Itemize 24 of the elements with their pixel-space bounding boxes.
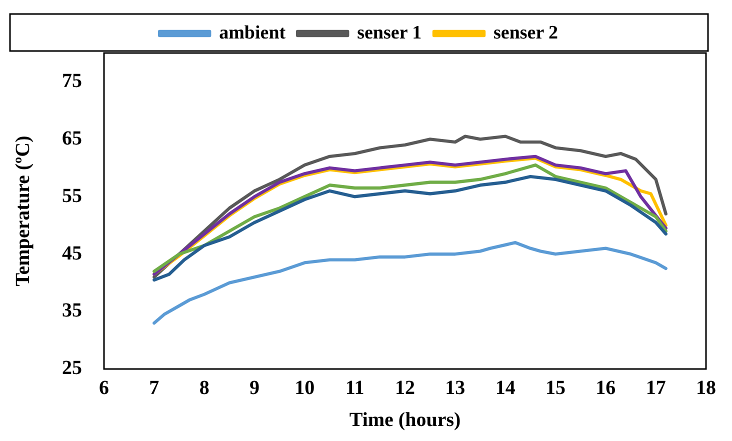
- y-tick-label: 65: [62, 127, 82, 150]
- x-tick-label: 7: [149, 377, 160, 400]
- x-tick-label: 11: [345, 377, 364, 400]
- y-tick-label: 45: [62, 242, 82, 264]
- x-tick-label: 13: [445, 377, 466, 400]
- x-axis-title: Time (hours): [349, 409, 461, 432]
- y-tick-label: 55: [62, 184, 82, 207]
- y-tick-label: 75: [62, 70, 82, 92]
- y-tick-label: 25: [62, 357, 82, 380]
- x-tick-label: 6: [99, 377, 109, 400]
- x-tick-label: 9: [250, 377, 260, 400]
- x-tick-label: 8: [199, 377, 210, 400]
- x-tick-label: 14: [495, 377, 516, 400]
- legend-label: senser 2: [494, 22, 558, 44]
- y-tick-label: 35: [62, 300, 82, 322]
- x-tick-label: 16: [596, 377, 616, 400]
- x-tick-label: 12: [395, 377, 415, 400]
- x-tick-label: 18: [696, 377, 716, 400]
- y-axis-title: Temperature (ºC): [12, 136, 34, 286]
- x-tick-label: 15: [546, 377, 566, 400]
- x-tick-label: 10: [294, 377, 315, 400]
- legend-label: senser 1: [357, 22, 422, 44]
- x-tick-label: 17: [646, 377, 666, 400]
- legend-label: ambient: [219, 22, 286, 44]
